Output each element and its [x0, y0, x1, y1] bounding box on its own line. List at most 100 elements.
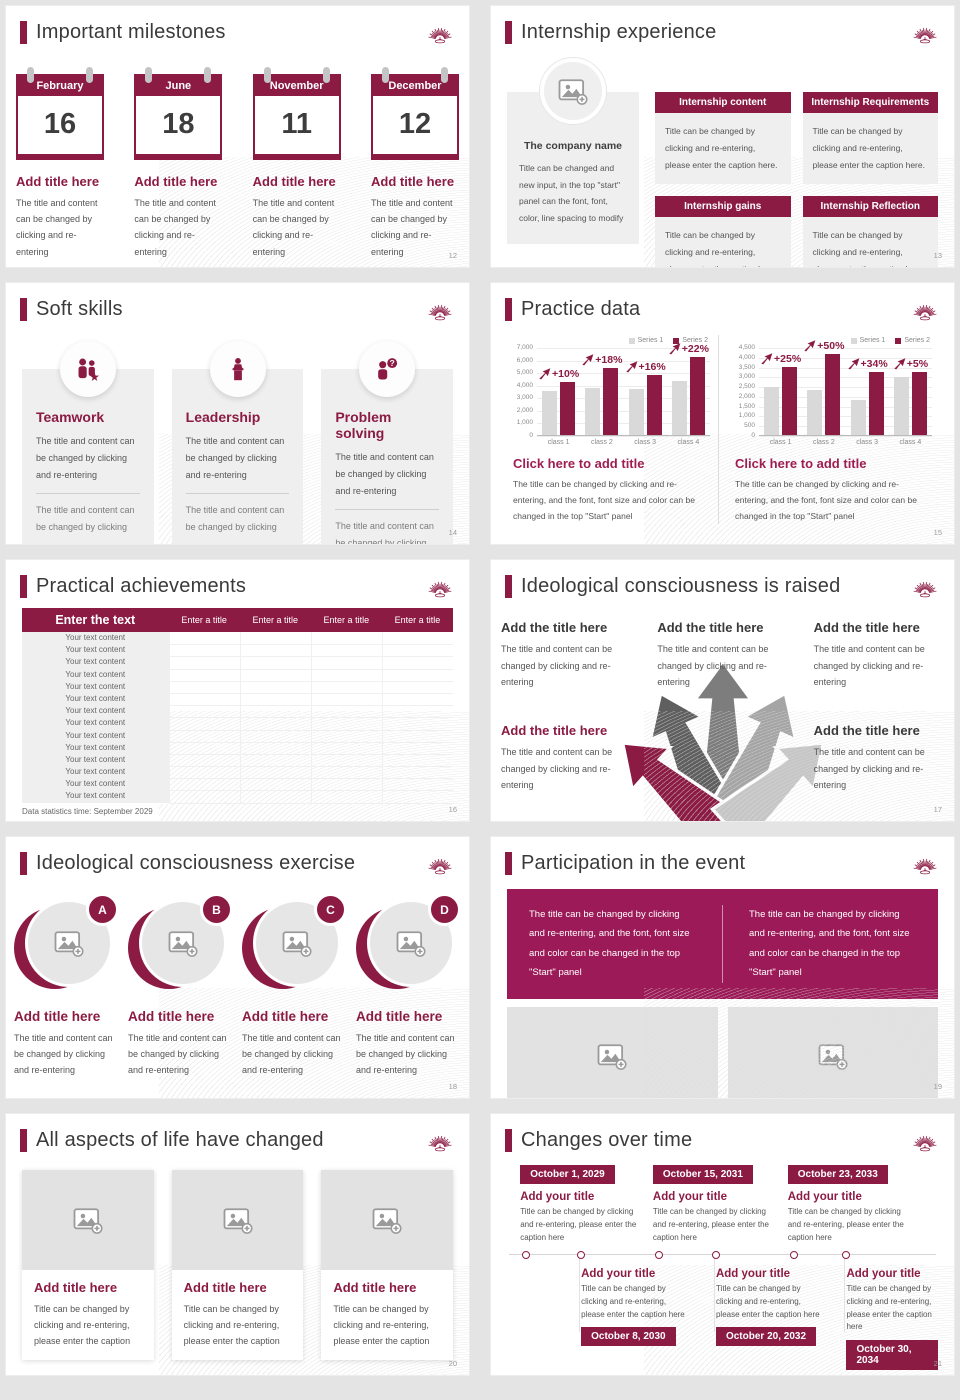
table-cell	[239, 778, 311, 792]
table-cell	[168, 692, 240, 707]
image-placeholder-icon	[223, 1207, 253, 1234]
photo-placeholder[interactable]	[171, 1170, 304, 1270]
skill-card: Leadership The title and content can be …	[171, 341, 304, 544]
timeline-node	[842, 1250, 851, 1259]
calendar-icon: February 16	[16, 67, 104, 160]
title-accent-bar	[20, 574, 27, 598]
table-header-cell: Enter a title	[181, 615, 227, 625]
table-cell	[310, 705, 382, 719]
table-cell	[310, 692, 382, 707]
series1-bar	[585, 388, 601, 435]
slide-consciousness-exercise[interactable]: Ideological consciousness exercise A Add…	[6, 837, 469, 1098]
slide-consciousness-raised[interactable]: Ideological consciousness is raised Add …	[491, 560, 954, 821]
table-cell	[381, 668, 453, 682]
item-body: Title can be changed by clicking and re-…	[520, 1207, 637, 1242]
timeline-item: October 15, 2031 Add your title Title ca…	[652, 1164, 770, 1244]
table-cell	[381, 656, 453, 670]
image-placeholder-icon	[558, 78, 588, 105]
chart-panel: Series 1 Series 2 4,500 4,000 3,500 3,000 2,50…	[718, 335, 940, 525]
calendar-day: 16	[43, 108, 77, 140]
item-heading: Add your title	[581, 1268, 656, 1280]
problem-solving-icon	[373, 356, 401, 382]
timeline-line	[509, 1254, 936, 1255]
table-cell	[168, 741, 240, 755]
photo-card: Add title here Title can be changed by c…	[321, 1170, 454, 1360]
title-accent-bar	[505, 574, 512, 598]
series1-bar	[764, 387, 780, 435]
item-body: The title and content can be changed by …	[241, 1033, 341, 1076]
box-header: Internship gains	[655, 196, 791, 217]
photo-placeholder-circle[interactable]: D	[355, 893, 461, 995]
skill-icon-circle	[209, 341, 266, 397]
skill-body-2: The title and content can be changed by …	[36, 505, 135, 533]
table-row: Your text content	[22, 705, 453, 719]
slide-internship-experience[interactable]: Internship experience The company name T…	[491, 6, 954, 267]
slide-participation[interactable]: Participation in the event The title can…	[491, 837, 954, 1098]
percent-label: +34%	[833, 357, 902, 370]
item-heading: Add title here	[370, 174, 455, 189]
slide-practical-achievements[interactable]: Practical achievements Enter the text En…	[6, 560, 469, 821]
page-number: 13	[933, 251, 942, 260]
bar-group: +34%	[847, 348, 888, 435]
legend-item: Series 1	[628, 337, 663, 344]
company-photo-placeholder[interactable]	[540, 58, 606, 124]
table-cell	[381, 644, 453, 658]
leadership-icon	[224, 356, 252, 382]
box-header: Internship Reflection	[802, 196, 938, 217]
table-cell	[239, 729, 311, 743]
image-placeholder-icon	[54, 930, 84, 957]
item-heading: Add title here	[252, 174, 336, 189]
wave-decoration	[644, 434, 954, 544]
photo-placeholder-circle[interactable]: B	[127, 893, 233, 995]
text-block: Add the title here The title and content…	[814, 620, 944, 691]
item-heading: Add title here	[16, 174, 100, 189]
school-logo-icon	[428, 1135, 452, 1152]
item-heading: Add your title	[787, 1191, 862, 1203]
increase-arrow-icon	[847, 358, 859, 370]
table-cell	[310, 656, 382, 670]
page-number: 19	[933, 1082, 942, 1091]
timeline-node	[789, 1250, 798, 1259]
calendar-month: June	[136, 76, 221, 96]
internship-box: Internship content Title can be changed …	[655, 92, 791, 184]
table-cell	[381, 717, 453, 731]
legend-item: Series 2	[673, 337, 708, 344]
chart-caption-body: The title can be changed by clicking and…	[735, 479, 917, 522]
increase-arrow-icon	[582, 354, 594, 366]
school-logo-icon	[913, 27, 937, 44]
legend-item: Series 2	[895, 337, 930, 344]
date-badge: October 8, 2030	[581, 1327, 676, 1347]
slide-changes-over-time[interactable]: Changes over time October 1, 2029 Add yo…	[491, 1114, 954, 1375]
item-heading: Add title here	[127, 1009, 215, 1024]
photo-placeholder[interactable]	[321, 1170, 454, 1270]
slide-title: Soft skills	[36, 297, 123, 320]
letter-badge: B	[199, 893, 233, 926]
photo-placeholder-circle[interactable]: A	[14, 893, 119, 995]
title-accent-bar	[505, 1128, 512, 1152]
block-body: The title and content can be changed by …	[501, 746, 613, 791]
calendar-pin-icon	[86, 67, 93, 83]
bar-group: +5%	[893, 348, 928, 435]
company-card: The company name Title can be changed an…	[507, 58, 639, 245]
item-body: The title and content can be changed by …	[14, 1033, 113, 1076]
card-heading: Add title here	[333, 1280, 417, 1295]
calendar-day: 18	[162, 108, 195, 140]
table-cell	[381, 741, 453, 755]
table-cell	[168, 753, 240, 768]
slide-life-changed[interactable]: All aspects of life have changed Add tit…	[6, 1114, 469, 1375]
milestone-item: February 16 Add title here The title and…	[16, 67, 104, 260]
series1-bar	[542, 391, 558, 435]
image-placeholder-icon	[73, 1207, 103, 1234]
photo-placeholder-circle[interactable]: C	[241, 893, 347, 995]
slide-practice-data[interactable]: Practice data Series 1 Series 2 7,000 6,000…	[491, 283, 954, 544]
percent-label: +22%	[654, 342, 723, 355]
milestone-item: June 18 Add title here The title and con…	[134, 67, 223, 260]
date-badge: October 15, 2031	[652, 1165, 753, 1184]
block-heading: Add the title here	[501, 620, 608, 635]
bar-group: +18%	[582, 348, 622, 435]
table-cell	[239, 717, 311, 731]
slide-important-milestones[interactable]: Important milestones February 16 Add tit…	[6, 6, 469, 267]
slide-soft-skills[interactable]: Soft skills Teamwork The title and conte…	[6, 283, 469, 544]
photo-placeholder[interactable]	[22, 1170, 154, 1270]
table-cell	[381, 766, 453, 780]
